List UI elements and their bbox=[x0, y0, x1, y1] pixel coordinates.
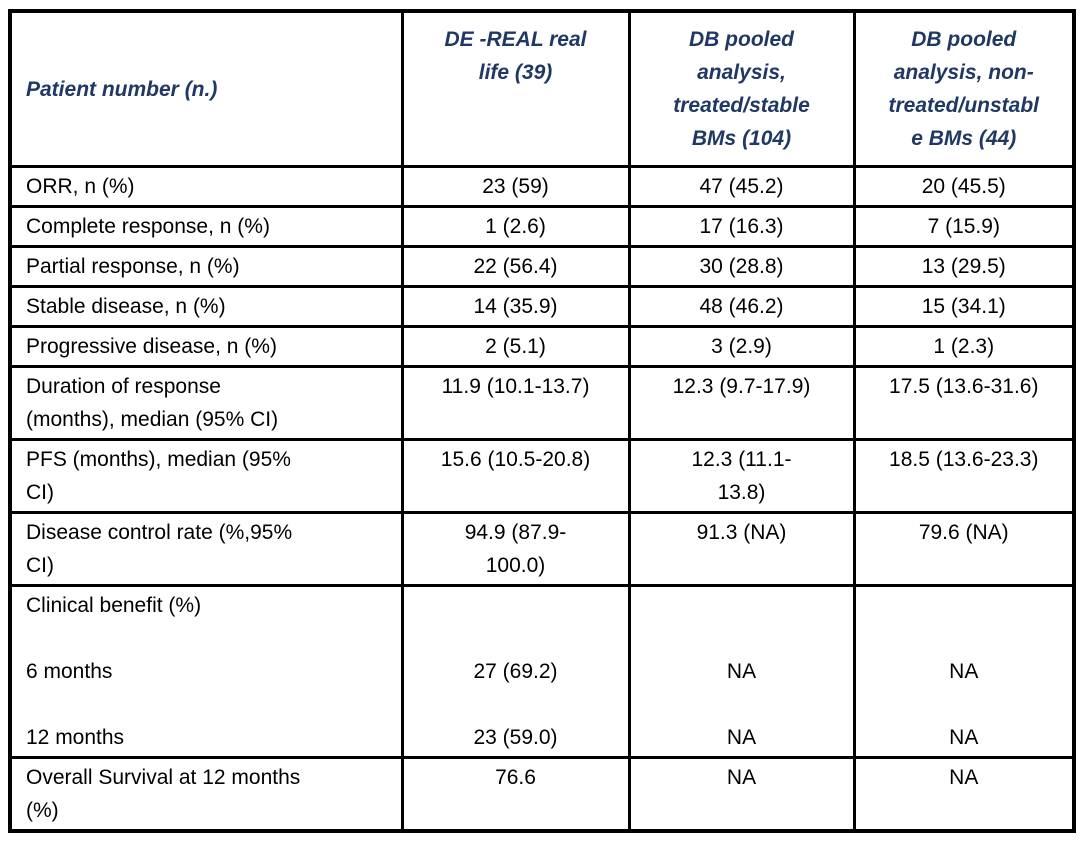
row-label: Duration of response (months), median (9… bbox=[8, 365, 404, 441]
value-cell: NA bbox=[852, 756, 1076, 833]
table-header: Patient number (n.) DE -REAL real life (… bbox=[8, 9, 1076, 168]
value-cell: 20 (45.5) bbox=[852, 165, 1076, 208]
results-table: Patient number (n.) DE -REAL real life (… bbox=[8, 9, 1076, 833]
value-cell: NA NA bbox=[627, 584, 856, 759]
value-cell: 11.9 (10.1-13.7) bbox=[400, 365, 631, 441]
value-cell: NA NA bbox=[852, 584, 1076, 759]
value-cell: 47 (45.2) bbox=[627, 165, 856, 208]
value-cell: 17.5 (13.6-31.6) bbox=[852, 365, 1076, 441]
row-label: PFS (months), median (95% CI) bbox=[8, 438, 404, 514]
header-row: Patient number (n.) DE -REAL real life (… bbox=[8, 9, 1076, 168]
table-body: ORR, n (%) 23 (59) 47 (45.2) 20 (45.5) C… bbox=[8, 165, 1076, 833]
row-label: Overall Survival at 12 months (%) bbox=[8, 756, 404, 833]
table-row-complete-response: Complete response, n (%) 1 (2.6) 17 (16.… bbox=[8, 205, 1076, 248]
header-patient-number: Patient number (n.) bbox=[8, 9, 404, 168]
value-cell: 18.5 (13.6-23.3) bbox=[852, 438, 1076, 514]
row-label: Partial response, n (%) bbox=[8, 245, 404, 288]
header-db-pooled-nontreated: DB pooled analysis, non- treated/unstabl… bbox=[852, 9, 1076, 168]
value-cell: 30 (28.8) bbox=[627, 245, 856, 288]
value-cell: 12.3 (11.1- 13.8) bbox=[627, 438, 856, 514]
table-row-partial-response: Partial response, n (%) 22 (56.4) 30 (28… bbox=[8, 245, 1076, 288]
value-cell: 15 (34.1) bbox=[852, 285, 1076, 328]
value-cell: 14 (35.9) bbox=[400, 285, 631, 328]
row-label: Disease control rate (%,95% CI) bbox=[8, 511, 404, 587]
row-label: Clinical benefit (%) 6 months 12 months bbox=[8, 584, 404, 759]
value-cell: 48 (46.2) bbox=[627, 285, 856, 328]
value-cell: 94.9 (87.9- 100.0) bbox=[400, 511, 631, 587]
value-cell: 79.6 (NA) bbox=[852, 511, 1076, 587]
table-row-clinical-benefit: Clinical benefit (%) 6 months 12 months … bbox=[8, 584, 1076, 759]
table-row-pfs: PFS (months), median (95% CI) 15.6 (10.5… bbox=[8, 438, 1076, 514]
value-cell: 22 (56.4) bbox=[400, 245, 631, 288]
header-de-real: DE -REAL real life (39) bbox=[400, 9, 631, 168]
value-cell: 1 (2.6) bbox=[400, 205, 631, 248]
value-cell: 27 (69.2) 23 (59.0) bbox=[400, 584, 631, 759]
row-label: Stable disease, n (%) bbox=[8, 285, 404, 328]
row-label: ORR, n (%) bbox=[8, 165, 404, 208]
value-cell: 13 (29.5) bbox=[852, 245, 1076, 288]
value-cell: 7 (15.9) bbox=[852, 205, 1076, 248]
value-cell: 76.6 bbox=[400, 756, 631, 833]
header-db-pooled-treated: DB pooled analysis, treated/stable BMs (… bbox=[627, 9, 856, 168]
value-cell: 1 (2.3) bbox=[852, 325, 1076, 368]
value-cell: 91.3 (NA) bbox=[627, 511, 856, 587]
row-label: Complete response, n (%) bbox=[8, 205, 404, 248]
table-row-stable-disease: Stable disease, n (%) 14 (35.9) 48 (46.2… bbox=[8, 285, 1076, 328]
value-cell: 15.6 (10.5-20.8) bbox=[400, 438, 631, 514]
table-row-progressive-disease: Progressive disease, n (%) 2 (5.1) 3 (2.… bbox=[8, 325, 1076, 368]
table-row-duration-of-response: Duration of response (months), median (9… bbox=[8, 365, 1076, 441]
value-cell: NA bbox=[627, 756, 856, 833]
value-cell: 2 (5.1) bbox=[400, 325, 631, 368]
value-cell: 17 (16.3) bbox=[627, 205, 856, 248]
row-label: Progressive disease, n (%) bbox=[8, 325, 404, 368]
table-row-overall-survival: Overall Survival at 12 months (%) 76.6 N… bbox=[8, 756, 1076, 833]
table-row-orr: ORR, n (%) 23 (59) 47 (45.2) 20 (45.5) bbox=[8, 165, 1076, 208]
table-row-disease-control-rate: Disease control rate (%,95% CI) 94.9 (87… bbox=[8, 511, 1076, 587]
value-cell: 23 (59) bbox=[400, 165, 631, 208]
value-cell: 12.3 (9.7-17.9) bbox=[627, 365, 856, 441]
value-cell: 3 (2.9) bbox=[627, 325, 856, 368]
